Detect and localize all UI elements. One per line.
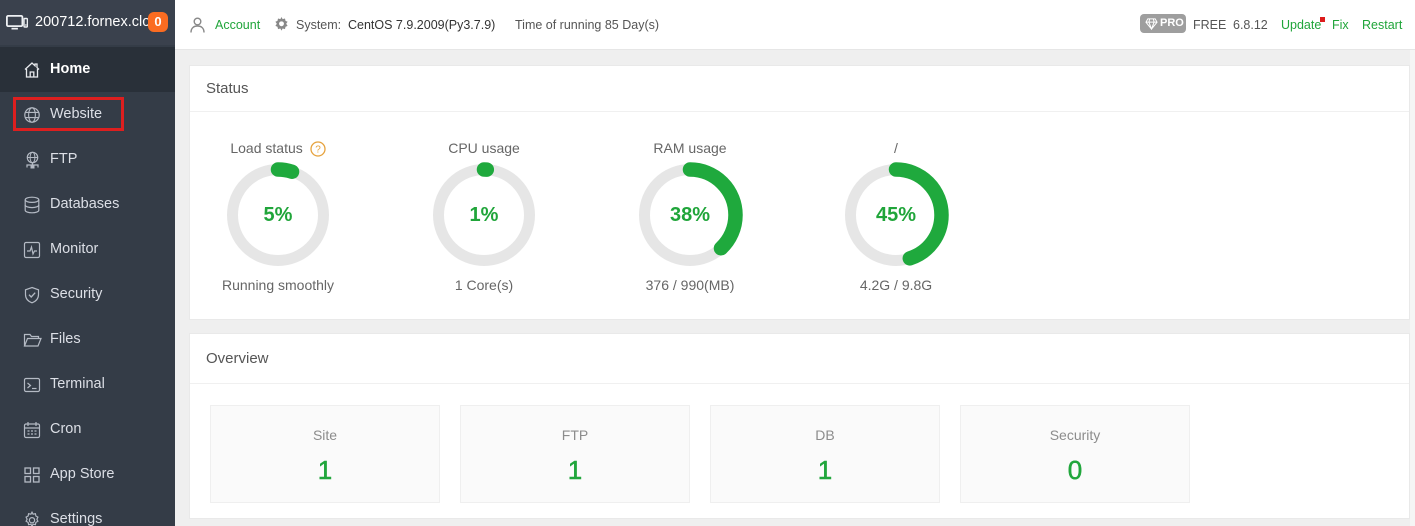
svg-text:?: ?	[315, 144, 321, 155]
